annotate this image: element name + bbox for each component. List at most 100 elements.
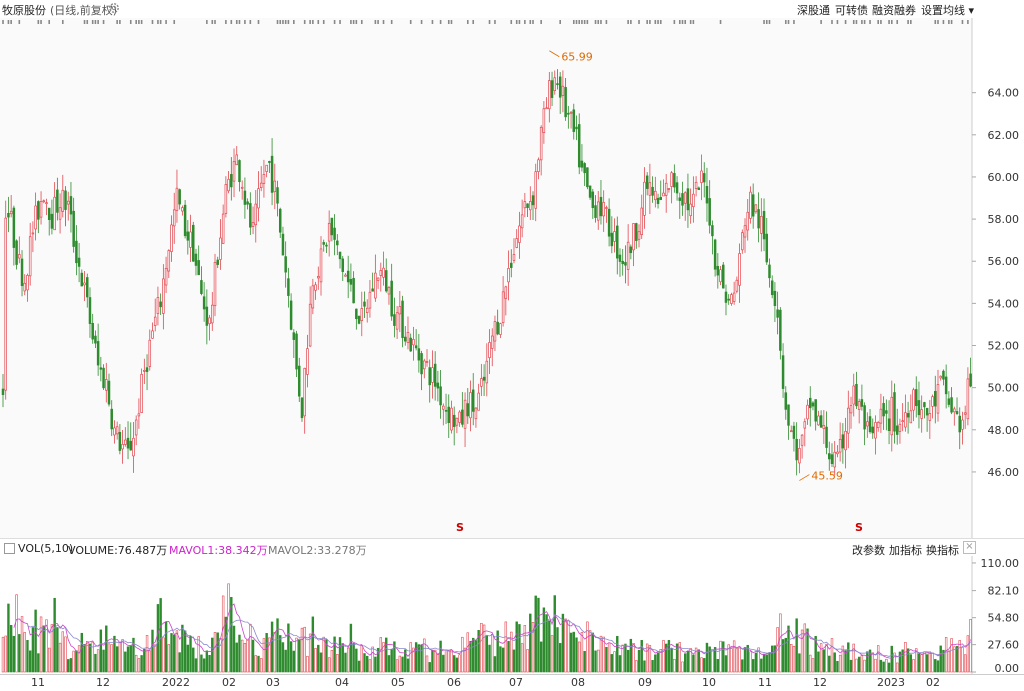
candle-body xyxy=(686,188,690,211)
mavol1-line xyxy=(13,603,971,659)
candle-body xyxy=(803,421,807,429)
candle-body xyxy=(167,250,171,272)
event-marker xyxy=(793,20,795,24)
candle-body xyxy=(599,196,603,217)
gear-icon[interactable] xyxy=(108,2,120,14)
candle-body xyxy=(817,415,820,426)
volume-bar xyxy=(697,649,701,673)
volume-bar xyxy=(806,628,809,673)
candle-body xyxy=(670,172,673,187)
volume-bar xyxy=(817,651,820,673)
add-indicator-button[interactable]: 加指标 xyxy=(889,544,922,557)
switch-indicator-button[interactable]: 换指标 xyxy=(926,544,959,557)
event-marker xyxy=(600,20,602,24)
volume-bar xyxy=(327,657,331,673)
event-marker xyxy=(681,20,684,24)
volume-bar xyxy=(534,595,537,673)
close-indicator-button[interactable]: × xyxy=(963,541,976,554)
candle-body xyxy=(558,76,562,98)
volume-bar xyxy=(450,649,453,673)
event-marker xyxy=(2,20,4,24)
candle-body xyxy=(618,254,622,262)
event-marker xyxy=(439,20,442,24)
link-hk-connect[interactable]: 深股通 xyxy=(797,4,830,17)
event-marker xyxy=(692,20,695,24)
candle-body xyxy=(327,222,331,242)
candle-body xyxy=(928,413,932,421)
volume-bar xyxy=(931,652,934,673)
volume-bar xyxy=(425,655,429,673)
change-params-button[interactable]: 改参数 xyxy=(852,544,885,557)
volume-tick-label: 82.10 xyxy=(988,585,1020,598)
volume-bar xyxy=(202,658,206,673)
candle-body xyxy=(96,341,100,366)
candle-body xyxy=(164,268,168,286)
volume-bar xyxy=(64,636,67,673)
x-axis-label: 09 xyxy=(638,676,652,689)
volume-toggle-checkbox[interactable] xyxy=(4,543,15,554)
candle-body xyxy=(458,411,461,423)
candle-body xyxy=(596,201,600,221)
candle-body xyxy=(170,224,173,252)
volume-bar xyxy=(417,644,421,673)
event-marker xyxy=(961,20,964,24)
price-tick-label: 62.00 xyxy=(988,129,1020,142)
event-marker xyxy=(282,20,284,24)
volume-bar xyxy=(488,644,491,673)
event-marker xyxy=(61,20,64,24)
candle-body xyxy=(379,270,383,276)
volume-bar xyxy=(349,623,353,673)
event-marker xyxy=(765,20,768,24)
candle-body xyxy=(376,277,380,281)
volume-bar xyxy=(284,649,287,673)
link-margin[interactable]: 融资融券 xyxy=(872,4,916,17)
candle-body xyxy=(148,339,152,367)
volume-bar xyxy=(898,651,902,673)
candle-body xyxy=(371,288,374,292)
event-marker xyxy=(605,20,608,24)
volume-chart[interactable]: 0.00 27.60 54.80 82.10 110.00 xyxy=(0,556,1024,674)
candle-body xyxy=(681,193,684,206)
candlestick-chart[interactable]: 46.00 48.00 50.00 52.00 54.00 56.00 58.00 60.00… xyxy=(0,18,1024,538)
candle-body xyxy=(355,308,358,320)
volume-bar xyxy=(966,635,970,673)
volume-bar xyxy=(477,630,480,673)
candle-body xyxy=(610,232,614,247)
event-marker xyxy=(355,20,358,24)
volume-bar xyxy=(366,655,369,673)
candle-body xyxy=(159,301,162,308)
volume-bar xyxy=(961,647,964,673)
volume-bar xyxy=(159,598,162,673)
volume-bar xyxy=(890,645,893,673)
candle-body xyxy=(276,187,279,204)
volume-bar xyxy=(879,659,883,673)
candle-body xyxy=(50,213,54,229)
volume-bar xyxy=(289,641,293,673)
event-marker xyxy=(165,20,167,24)
chart-mode: (日线,前复权) xyxy=(50,4,118,17)
candle-body xyxy=(181,207,184,212)
volume-bar xyxy=(939,645,942,673)
event-marker xyxy=(578,20,581,24)
candle-body xyxy=(692,193,695,207)
ma-settings-dropdown[interactable]: 设置均线 ▾ xyxy=(921,4,975,17)
candle-body xyxy=(591,191,595,208)
candle-body xyxy=(860,399,864,407)
candle-body xyxy=(564,87,567,118)
candle-body xyxy=(213,262,217,307)
volume-bar xyxy=(732,640,736,673)
volume-bar xyxy=(493,656,497,673)
volume-bar xyxy=(624,643,627,673)
volume-bar xyxy=(18,634,21,673)
candle-body xyxy=(295,333,298,370)
candle-body xyxy=(548,80,551,110)
event-marker xyxy=(524,20,526,24)
candle-body xyxy=(69,196,73,215)
volume-bar xyxy=(844,650,847,673)
candle-body xyxy=(836,451,839,455)
event-marker xyxy=(844,20,847,24)
volume-bar xyxy=(88,643,92,673)
volume-bar xyxy=(564,618,567,673)
event-marker xyxy=(684,20,687,24)
link-convertible[interactable]: 可转债 xyxy=(835,4,868,17)
